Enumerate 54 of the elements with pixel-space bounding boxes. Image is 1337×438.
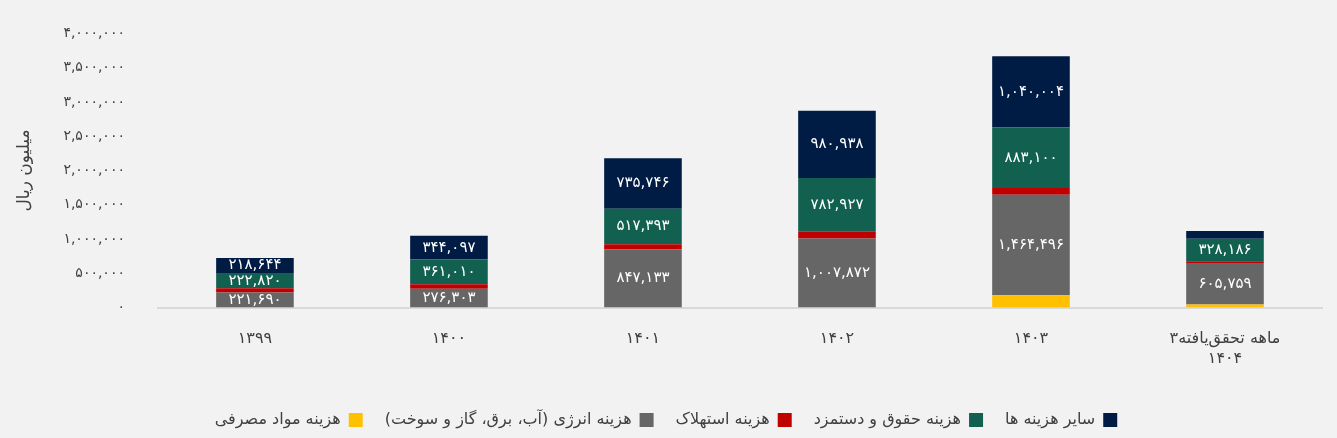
x-tick-label: ۱۴۰۱ bbox=[625, 328, 661, 348]
data-label: ۸۴۷,۱۳۳ bbox=[616, 268, 670, 287]
data-label: ۲۲۱,۶۹۰ bbox=[228, 289, 282, 308]
y-tick-label: ۳,۰۰۰,۰۰۰ bbox=[63, 92, 125, 109]
y-axis-title: میلیون ریال bbox=[12, 129, 33, 212]
data-label: ۳۶۱,۰۱۰ bbox=[422, 261, 476, 280]
x-tick-label: ۱۳۹۹ bbox=[237, 328, 273, 348]
data-label: ۱,۰۴۰,۰۰۴ bbox=[998, 81, 1064, 100]
data-label: ۳۲۸,۱۸۶ bbox=[1198, 239, 1252, 258]
bar bbox=[798, 238, 876, 308]
data-label: ۶۰۵,۷۵۹ bbox=[1198, 273, 1252, 292]
legend-label: هزینه استهلاک bbox=[675, 409, 770, 430]
x-tick-label: ۱۴۰۲ bbox=[819, 328, 855, 348]
x-tick-label: ۱۴۰۰ bbox=[431, 328, 467, 348]
bar bbox=[992, 56, 1070, 128]
legend-label: سایر هزینه ها bbox=[1005, 409, 1096, 430]
bar bbox=[992, 194, 1070, 296]
data-label: ۲۷۶,۳۰۳ bbox=[422, 288, 476, 307]
y-tick-label: ۲,۰۰۰,۰۰۰ bbox=[63, 161, 125, 178]
y-tick-label: ۳,۵۰۰,۰۰۰ bbox=[63, 58, 125, 75]
data-label: ۷۳۵,۷۴۶ bbox=[616, 173, 670, 192]
bar bbox=[992, 127, 1070, 189]
bar bbox=[604, 249, 682, 308]
data-label: ۱,۰۰۷,۸۷۲ bbox=[804, 262, 870, 281]
bar bbox=[604, 208, 682, 245]
legend-label: هزینه مواد مصرفی bbox=[214, 409, 341, 430]
x-tick-label: ۳ماهه تحقق‌یافته ۱۴۰۴ bbox=[1169, 328, 1281, 367]
y-tick-label: ۴,۰۰۰,۰۰۰ bbox=[63, 24, 125, 41]
bar bbox=[216, 288, 294, 293]
bar bbox=[604, 158, 682, 209]
bar bbox=[798, 177, 876, 232]
legend-label: هزینه انرژی (آب، برق، گاز و سوخت) bbox=[384, 409, 632, 430]
y-tick-label: ۰ bbox=[117, 298, 125, 315]
data-label: ۳۴۴,۰۹۷ bbox=[422, 237, 476, 256]
bar bbox=[410, 259, 488, 285]
bar bbox=[798, 231, 876, 239]
data-label: ۹۸۰,۹۳۸ bbox=[810, 134, 864, 153]
legend-label: هزینه حقوق و دستمزد bbox=[813, 409, 962, 430]
data-label: ۵۱۷,۳۹۳ bbox=[616, 216, 670, 235]
bar bbox=[1186, 262, 1264, 305]
data-label: ۱,۴۶۴,۴۹۶ bbox=[998, 234, 1064, 253]
data-label: ۷۸۲,۹۲۷ bbox=[810, 194, 864, 213]
y-tick-label: ۲,۵۰۰,۰۰۰ bbox=[63, 126, 125, 143]
bar bbox=[604, 244, 682, 250]
y-tick-label: ۱,۵۰۰,۰۰۰ bbox=[63, 195, 125, 212]
bar bbox=[410, 284, 488, 289]
bar bbox=[992, 188, 1070, 195]
y-tick-label: ۵۰۰,۰۰۰ bbox=[75, 263, 125, 280]
y-tick-label: ۱,۰۰۰,۰۰۰ bbox=[63, 229, 125, 246]
bar bbox=[992, 295, 1070, 308]
x-tick-label: ۱۴۰۳ bbox=[1013, 328, 1049, 348]
bar bbox=[798, 110, 876, 178]
bar bbox=[1186, 230, 1264, 239]
data-label: ۸۸۳,۱۰۰ bbox=[1004, 147, 1058, 166]
